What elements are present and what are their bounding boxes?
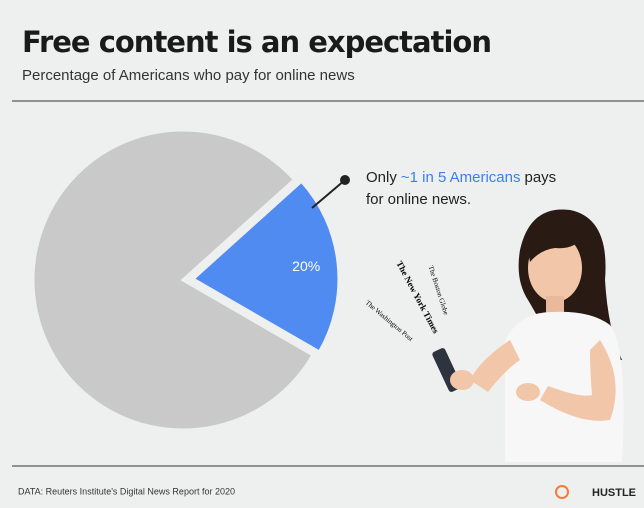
pie-slice — [31, 128, 315, 432]
value-label: 20% — [292, 258, 320, 274]
logo: HUSTLE — [592, 487, 636, 499]
annotation-leader — [311, 179, 346, 209]
annotation-text: pays — [525, 169, 557, 186]
annotation-highlight: ~1 in 5 Americans — [401, 169, 521, 186]
annotation-dot — [340, 175, 350, 185]
pie: 20% — [31, 128, 341, 432]
annotation: Only ~1 in 5 Americans pays — [366, 169, 556, 186]
logo-icon — [555, 485, 569, 499]
pie-slice — [190, 179, 341, 355]
annotation-text: Only — [366, 169, 397, 186]
source: DATA: Reuters Institute's Digital News R… — [18, 486, 235, 496]
annotation-text: for online news. — [366, 191, 471, 208]
person-illustration — [432, 209, 624, 462]
chart-subtitle: Percentage of Americans who pay for onli… — [22, 67, 355, 84]
chart-title: Free content is an expectation — [22, 25, 491, 59]
